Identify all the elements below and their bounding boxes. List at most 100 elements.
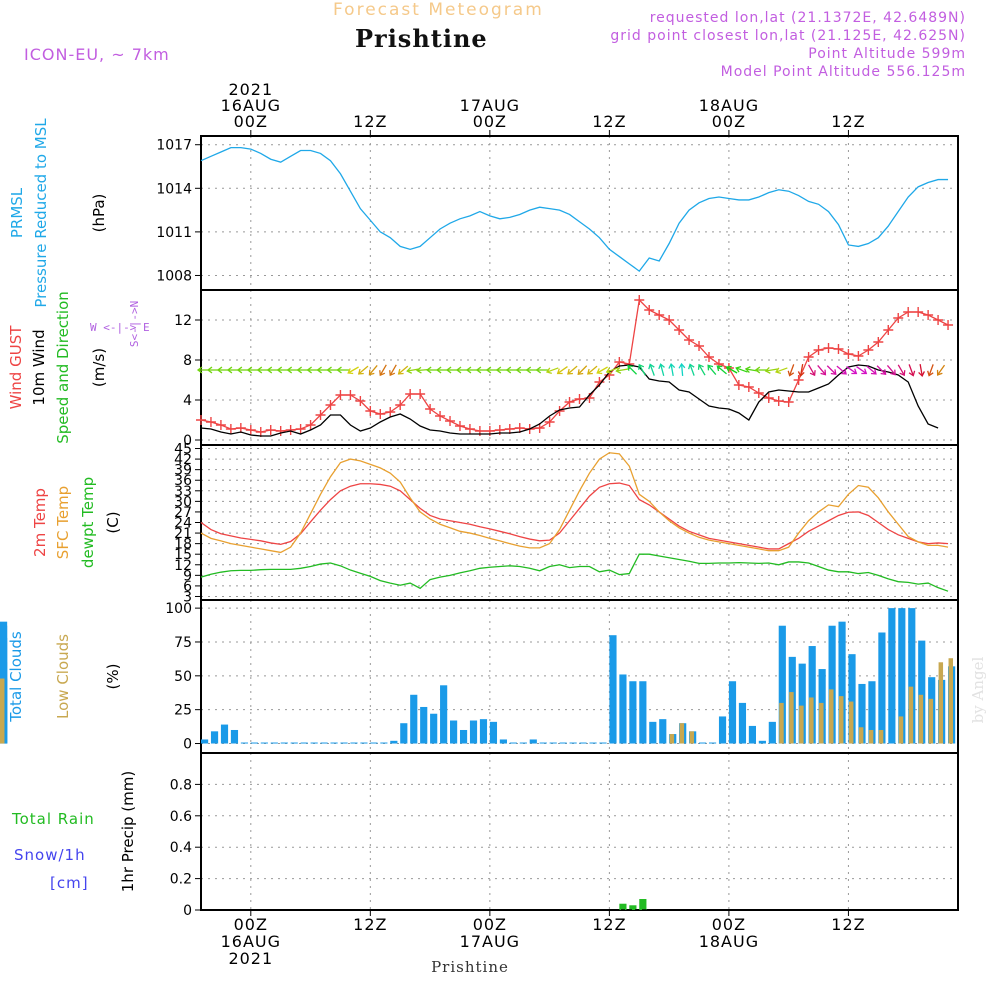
rain-bar	[629, 905, 637, 910]
y-tick-label: 3	[183, 589, 192, 605]
panel-axis-label: (m/s)	[90, 348, 108, 387]
model-altitude: Model Point Altitude 556.125m	[720, 64, 966, 80]
wind-direction-arrow	[406, 366, 420, 374]
wind-direction-arrow	[577, 365, 588, 376]
total-cloud-bar	[469, 720, 478, 744]
wind-direction-arrow	[846, 366, 858, 375]
wind-direction-arrow	[886, 364, 896, 376]
panel-clouds: 0 25 50 75 100 Total Clouds Low Clouds (%)	[0, 599, 959, 754]
wind-direction-arrow	[876, 365, 887, 376]
gust-point	[205, 417, 216, 427]
model-label: ICON-EU, ~ 7km	[24, 45, 170, 64]
y-tick-label: 0	[183, 737, 192, 753]
compass-we: W <-|-> E	[90, 321, 150, 334]
gust-point	[375, 409, 386, 419]
wind-direction-arrow	[707, 364, 717, 376]
time-label-bottom: 00Z	[712, 915, 746, 934]
panel-precip: 0 0.2 0.4 0.6 0.8 1hr Precip (mm) Total Rain Sn…	[11, 752, 959, 919]
total-cloud-bar	[848, 654, 856, 744]
legend-total-rain: Total Rain	[11, 810, 95, 828]
gust-point	[803, 352, 814, 362]
low-cloud-bar	[779, 702, 784, 744]
gust-point	[265, 425, 276, 435]
total-cloud-bar	[878, 632, 886, 744]
wind-direction-arrow	[697, 363, 706, 376]
gust-point	[873, 337, 884, 347]
gust-point	[335, 390, 346, 400]
series-wind-gust	[200, 298, 949, 433]
y-tick-label: 18	[174, 537, 192, 553]
y-tick-label: 36	[174, 473, 192, 489]
total-cloud-bar	[479, 719, 488, 744]
panel-frame	[200, 135, 959, 291]
gust-point	[694, 341, 705, 351]
gust-point	[703, 352, 714, 362]
cloud-bar-zero	[260, 742, 268, 744]
time-label-bottom: 18AUG	[699, 932, 759, 951]
total-cloud-bar	[639, 681, 647, 744]
cloud-bar-zero	[699, 742, 707, 744]
panel-axis-label: Wind GUST	[7, 325, 25, 410]
wind-direction-arrow	[817, 364, 827, 376]
y-tick-label: 75	[174, 635, 192, 651]
time-label-bottom: 00Z	[473, 915, 507, 934]
wind-direction-arrow	[678, 362, 686, 377]
total-cloud-bar	[649, 721, 657, 744]
time-label-bottom: 17AUG	[460, 932, 520, 951]
total-cloud-bar	[410, 694, 418, 744]
cloud-bar-zero	[708, 742, 717, 744]
y-tick-label: 42	[174, 452, 192, 468]
gust-point	[843, 349, 854, 359]
panel-axis-label: 10m Wind	[30, 329, 48, 405]
total-cloud-bar	[659, 719, 667, 744]
gust-point	[654, 310, 665, 320]
gust-point	[355, 396, 366, 406]
gust-point	[903, 307, 914, 317]
total-cloud-bar	[858, 683, 866, 744]
wind-direction-arrow	[797, 363, 805, 377]
low-cloud-bar	[848, 701, 854, 744]
wind-direction-arrow	[754, 366, 768, 374]
y-tick-label: 21	[174, 526, 192, 542]
gust-point	[733, 380, 744, 390]
low-cloud-bar	[908, 686, 914, 744]
wind-direction-arrow	[897, 364, 906, 377]
gust-point	[395, 400, 406, 410]
gust-point	[425, 404, 436, 414]
wind-direction-arrow	[545, 367, 559, 375]
wind-direction-arrow	[567, 365, 578, 375]
gust-point	[684, 335, 695, 345]
point-altitude: Point Altitude 599m	[808, 46, 966, 62]
cloud-bar-zero	[380, 742, 388, 744]
gust-point	[793, 375, 804, 385]
low-cloud-bar	[878, 729, 884, 744]
wind-direction-arrow	[648, 363, 655, 376]
low-cloud-bar	[669, 734, 675, 744]
wind-direction-arrow	[908, 364, 916, 377]
requested-coords: requested lon,lat (21.1372E, 42.6489N)	[649, 10, 966, 26]
low-cloud-bar	[829, 689, 834, 744]
time-label-top: 17AUG	[460, 96, 520, 115]
total-cloud-bar	[609, 635, 617, 744]
y-tick-label: 0	[183, 903, 192, 919]
total-cloud-bar	[798, 663, 806, 744]
gust-point	[305, 420, 316, 430]
panel-wind: 0 4 8 12 Wind GUST 10m Wind Speed and Directio…	[7, 290, 959, 449]
panel-axis-label: Speed and Direction	[54, 291, 72, 444]
cloud-bar-zero	[539, 742, 547, 744]
total-cloud-bar	[430, 713, 438, 744]
gust-point	[235, 423, 246, 433]
panel-axis-label: (hPa)	[90, 194, 108, 233]
total-cloud-bar	[230, 729, 239, 744]
panel-axis-label: Pressure Reduced to MSL	[32, 118, 50, 308]
wind-direction-arrow	[587, 365, 598, 375]
gust-point	[634, 295, 645, 305]
cloud-bar-zero	[270, 742, 278, 744]
gust-point	[823, 343, 834, 353]
gust-point	[365, 406, 376, 416]
gust-point	[853, 351, 864, 361]
cloud-bar-zero	[599, 742, 607, 744]
wind-direction-arrow	[668, 363, 676, 377]
y-tick-label: 27	[174, 505, 192, 521]
cloud-bar-zero	[569, 742, 577, 744]
